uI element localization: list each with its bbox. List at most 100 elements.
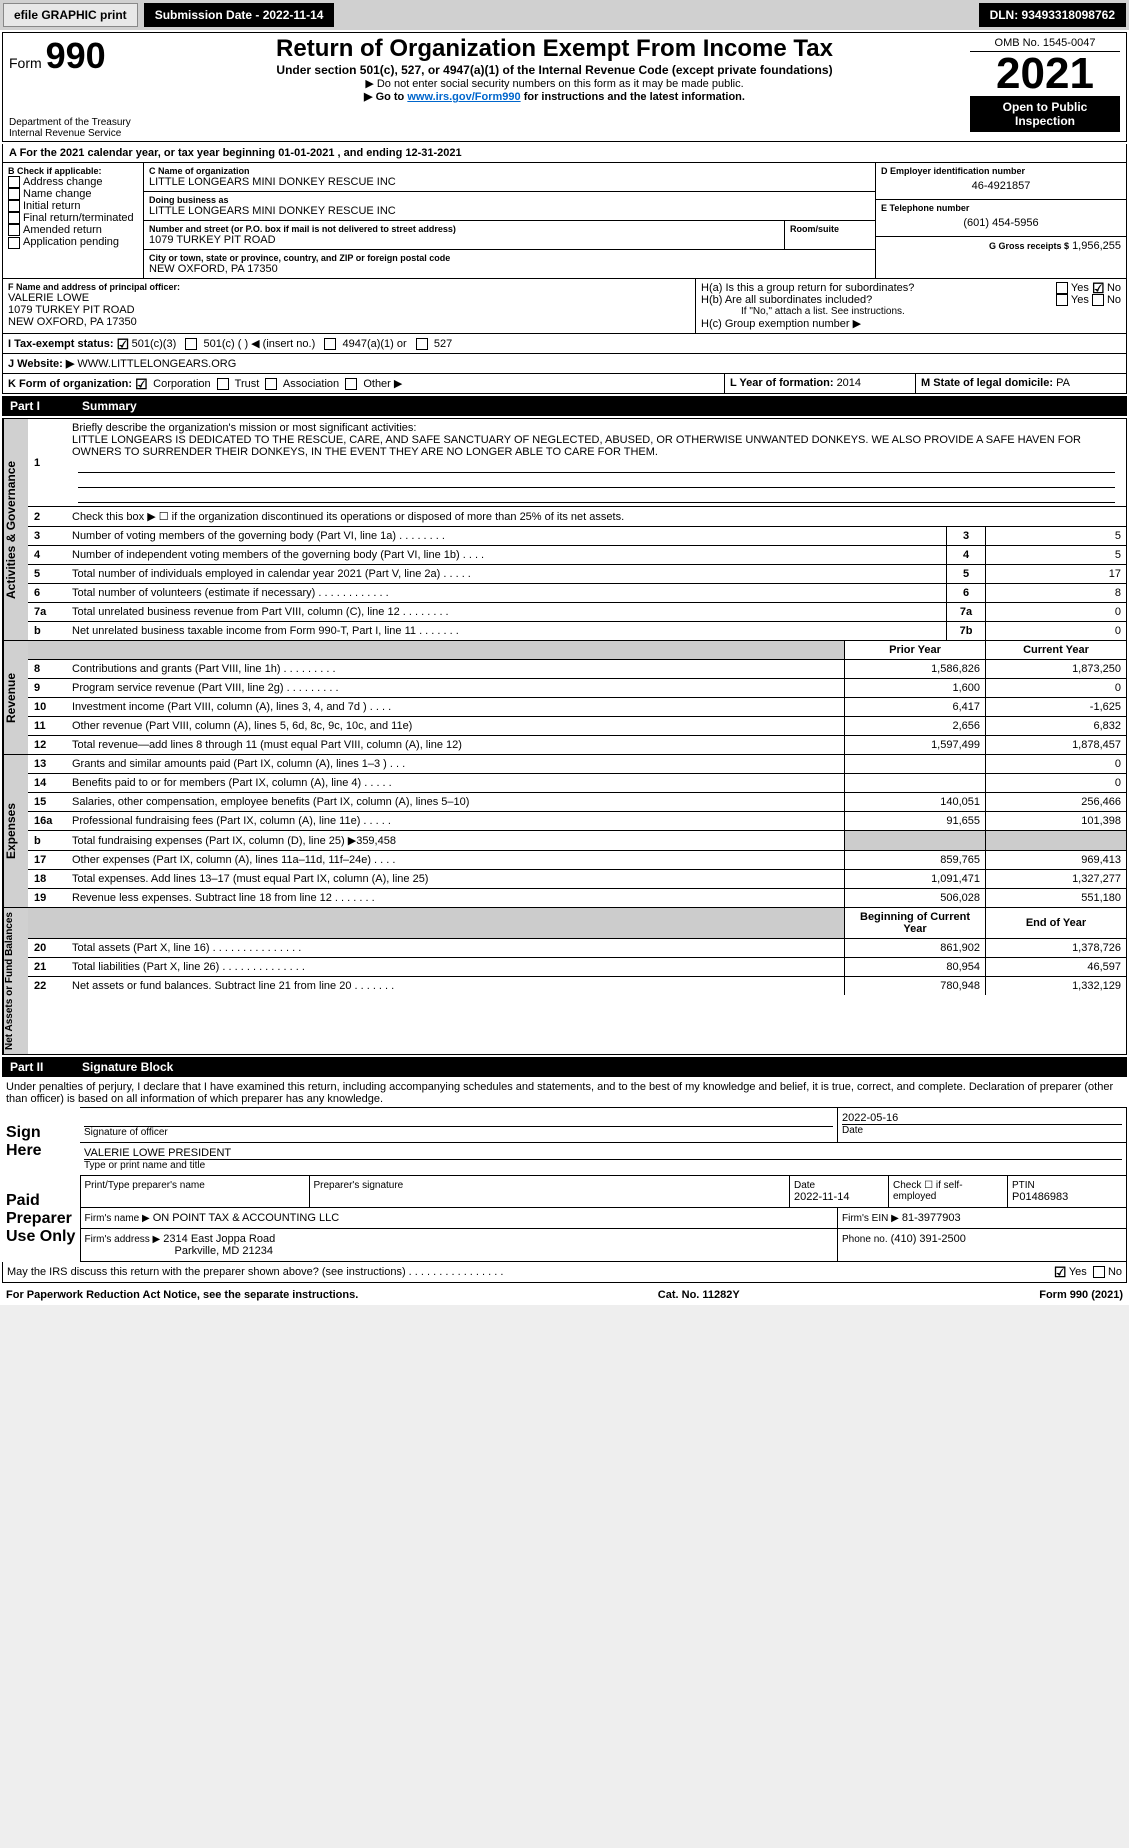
officer-label: F Name and address of principal officer: bbox=[8, 282, 690, 292]
irs-link[interactable]: www.irs.gov/Form990 bbox=[407, 91, 520, 103]
dba-label: Doing business as bbox=[149, 195, 870, 205]
firm-name: ON POINT TAX & ACCOUNTING LLC bbox=[153, 1212, 339, 1224]
chk-527[interactable]: 527 bbox=[434, 338, 452, 350]
part-2-header: Part IISignature Block bbox=[2, 1057, 1127, 1077]
hb-no[interactable]: No bbox=[1107, 294, 1121, 306]
box-c-label: C Name of organization bbox=[149, 166, 870, 176]
sidebar-activities-governance: Activities & Governance bbox=[3, 419, 28, 640]
form-title: Return of Organization Exempt From Incom… bbox=[147, 35, 962, 63]
firm-addr1: 2314 East Joppa Road bbox=[163, 1233, 275, 1245]
chk-501c3[interactable]: 501(c)(3) bbox=[132, 338, 177, 350]
chk-application-pending[interactable]: Application pending bbox=[23, 236, 119, 248]
form-number: 990 bbox=[46, 35, 106, 76]
goto-suffix: for instructions and the latest informat… bbox=[521, 91, 745, 103]
city-label: City or town, state or province, country… bbox=[149, 253, 870, 263]
line1-label: Briefly describe the organization's miss… bbox=[72, 422, 416, 434]
efile-label: efile GRAPHIC print bbox=[3, 3, 138, 27]
line-a: A For the 2021 calendar year, or tax yea… bbox=[2, 144, 1127, 163]
open-to-public: Open to Public Inspection bbox=[970, 96, 1120, 132]
ssn-note: ▶ Do not enter social security numbers o… bbox=[147, 77, 962, 90]
ptin-value: P01486983 bbox=[1012, 1191, 1122, 1203]
website-label: J Website: ▶ bbox=[8, 358, 74, 370]
ha-no[interactable]: No bbox=[1107, 282, 1121, 294]
year-formation-label: L Year of formation: bbox=[730, 377, 837, 389]
may-no[interactable]: No bbox=[1108, 1266, 1122, 1278]
chk-address-change[interactable]: Address change bbox=[23, 176, 103, 188]
dept-treasury: Department of the Treasury bbox=[9, 117, 139, 128]
form-footer: Form 990 (2021) bbox=[1039, 1289, 1123, 1301]
gross-receipts-label: G Gross receipts $ bbox=[989, 241, 1069, 251]
end-year-header: End of Year bbox=[986, 908, 1127, 939]
goto-prefix: ▶ Go to bbox=[364, 91, 407, 103]
submission-date: Submission Date - 2022-11-14 bbox=[144, 3, 335, 27]
may-yes[interactable]: Yes bbox=[1069, 1266, 1087, 1278]
h-b-note: If "No," attach a list. See instructions… bbox=[701, 306, 1121, 317]
form-word: Form bbox=[9, 55, 42, 71]
chk-corporation[interactable]: Corporation bbox=[153, 378, 210, 390]
room-label: Room/suite bbox=[790, 224, 870, 234]
box-b-label: B Check if applicable: bbox=[8, 166, 138, 176]
firm-ein-label: Firm's EIN ▶ bbox=[842, 1213, 899, 1224]
sidebar-net-assets: Net Assets or Fund Balances bbox=[3, 908, 28, 1054]
form-header: Form 990 Department of the Treasury Inte… bbox=[2, 32, 1127, 142]
dln: DLN: 93493318098762 bbox=[979, 3, 1126, 27]
ptin-label: PTIN bbox=[1012, 1180, 1122, 1191]
pp-date: 2022-11-14 bbox=[794, 1191, 884, 1203]
firm-addr-label: Firm's address ▶ bbox=[85, 1234, 161, 1245]
mission-text: LITTLE LONGEARS IS DEDICATED TO THE RESC… bbox=[72, 434, 1081, 458]
ein-value: 46-4921857 bbox=[881, 176, 1121, 196]
chk-other[interactable]: Other ▶ bbox=[363, 378, 402, 390]
sign-here-label: Sign Here bbox=[2, 1108, 80, 1176]
pra-notice: For Paperwork Reduction Act Notice, see … bbox=[6, 1289, 358, 1301]
sidebar-expenses: Expenses bbox=[3, 755, 28, 907]
tax-exempt-label: I Tax-exempt status: bbox=[8, 338, 114, 350]
pp-sig-label: Preparer's signature bbox=[314, 1180, 786, 1191]
phone-value: (601) 454-5956 bbox=[881, 213, 1121, 233]
line2-label: Check this box ▶ ☐ if the organization d… bbox=[67, 507, 1126, 527]
chk-501c[interactable]: 501(c) ( ) ◀ (insert no.) bbox=[203, 338, 315, 350]
phone-label: E Telephone number bbox=[881, 203, 1121, 213]
officer-city: NEW OXFORD, PA 17350 bbox=[8, 316, 690, 328]
org-name: LITTLE LONGEARS MINI DONKEY RESCUE INC bbox=[149, 176, 870, 188]
part-1-header: Part ISummary bbox=[2, 396, 1127, 416]
officer-name: VALERIE LOWE bbox=[8, 292, 690, 304]
addr-label: Number and street (or P.O. box if mail i… bbox=[149, 224, 779, 234]
form-subtitle: Under section 501(c), 527, or 4947(a)(1)… bbox=[147, 63, 962, 77]
h-c-label: H(c) Group exemption number ▶ bbox=[701, 317, 1121, 330]
dba-value: LITTLE LONGEARS MINI DONKEY RESCUE INC bbox=[149, 205, 870, 217]
h-a-label: H(a) Is this a group return for subordin… bbox=[701, 282, 914, 294]
pp-name-label: Print/Type preparer's name bbox=[85, 1180, 305, 1191]
firm-ein: 81-3977903 bbox=[902, 1212, 961, 1224]
chk-association[interactable]: Association bbox=[283, 378, 339, 390]
street-address: 1079 TURKEY PIT ROAD bbox=[149, 234, 779, 246]
declaration-text: Under penalties of perjury, I declare th… bbox=[2, 1079, 1127, 1107]
h-b-label: H(b) Are all subordinates included? bbox=[701, 294, 872, 306]
form-org-label: K Form of organization: bbox=[8, 378, 132, 390]
domicile-label: M State of legal domicile: bbox=[921, 377, 1056, 389]
sig-officer-label: Signature of officer bbox=[84, 1127, 833, 1138]
officer-addr: 1079 TURKEY PIT ROAD bbox=[8, 304, 690, 316]
chk-name-change[interactable]: Name change bbox=[23, 188, 92, 200]
irs-label: Internal Revenue Service bbox=[9, 128, 139, 139]
paid-preparer-label: Paid Preparer Use Only bbox=[2, 1176, 80, 1262]
chk-trust[interactable]: Trust bbox=[235, 378, 260, 390]
year-formation: 2014 bbox=[837, 377, 861, 389]
sig-date-label: Date bbox=[842, 1125, 1122, 1136]
domicile-value: PA bbox=[1056, 377, 1070, 389]
website-value: WWW.LITTLELONGEARS.ORG bbox=[77, 358, 236, 370]
cat-number: Cat. No. 11282Y bbox=[658, 1289, 740, 1301]
hb-yes[interactable]: Yes bbox=[1071, 294, 1089, 306]
chk-amended[interactable]: Amended return bbox=[23, 224, 102, 236]
chk-final-return[interactable]: Final return/terminated bbox=[23, 212, 134, 224]
gross-receipts-value: 1,956,255 bbox=[1072, 240, 1121, 252]
ha-yes[interactable]: Yes bbox=[1071, 282, 1089, 294]
box-b: B Check if applicable: Address change Na… bbox=[3, 163, 144, 278]
city-value: NEW OXFORD, PA 17350 bbox=[149, 263, 870, 275]
chk-initial-return[interactable]: Initial return bbox=[23, 200, 80, 212]
may-discuss-label: May the IRS discuss this return with the… bbox=[7, 1266, 503, 1278]
sig-date: 2022-05-16 bbox=[842, 1112, 1122, 1125]
chk-4947[interactable]: 4947(a)(1) or bbox=[342, 338, 406, 350]
sidebar-revenue: Revenue bbox=[3, 641, 28, 754]
officer-name-title: VALERIE LOWE PRESIDENT bbox=[84, 1147, 1122, 1160]
pp-self-employed[interactable]: Check ☐ if self-employed bbox=[893, 1180, 1003, 1202]
